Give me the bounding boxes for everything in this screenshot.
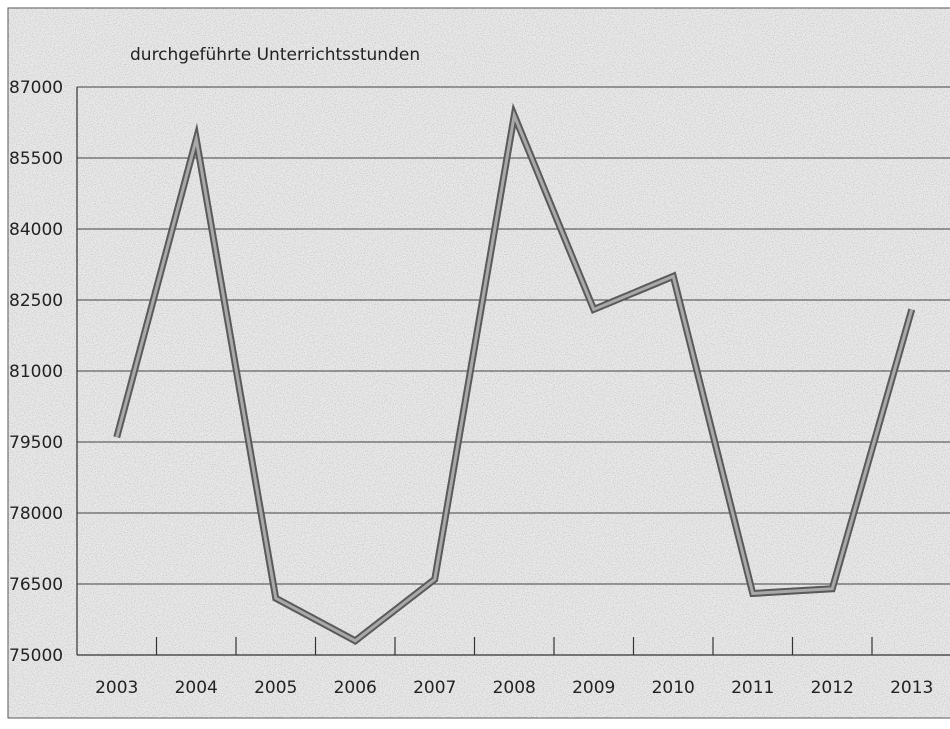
x-tick-label: 2007 <box>413 678 456 698</box>
x-tick-label: 2012 <box>811 678 854 698</box>
series-line-core <box>115 109 914 643</box>
x-tick-label: 2011 <box>731 678 774 698</box>
y-tick-label: 87000 <box>9 78 63 98</box>
y-tick-label: 82500 <box>9 291 63 311</box>
y-tick-label: 81000 <box>9 362 63 382</box>
y-tick-label: 78000 <box>9 504 63 524</box>
x-tick-label: 2010 <box>652 678 695 698</box>
y-tick-label: 84000 <box>9 220 63 240</box>
x-tick-label: 2003 <box>95 678 138 698</box>
x-tick-label: 2005 <box>254 678 297 698</box>
x-tick-label: 2004 <box>175 678 218 698</box>
y-tick-label: 75000 <box>9 646 63 666</box>
y-tick-label: 79500 <box>9 433 63 453</box>
x-tick-label: 2008 <box>493 678 536 698</box>
chart-title: durchgeführte Unterrichtsstunden <box>130 45 420 65</box>
x-tick-label: 2006 <box>334 678 377 698</box>
y-tick-label: 85500 <box>9 149 63 169</box>
y-tick-label: 76500 <box>9 575 63 595</box>
x-tick-label: 2013 <box>890 678 933 698</box>
texture <box>8 8 950 718</box>
x-tick-label: 2009 <box>572 678 615 698</box>
